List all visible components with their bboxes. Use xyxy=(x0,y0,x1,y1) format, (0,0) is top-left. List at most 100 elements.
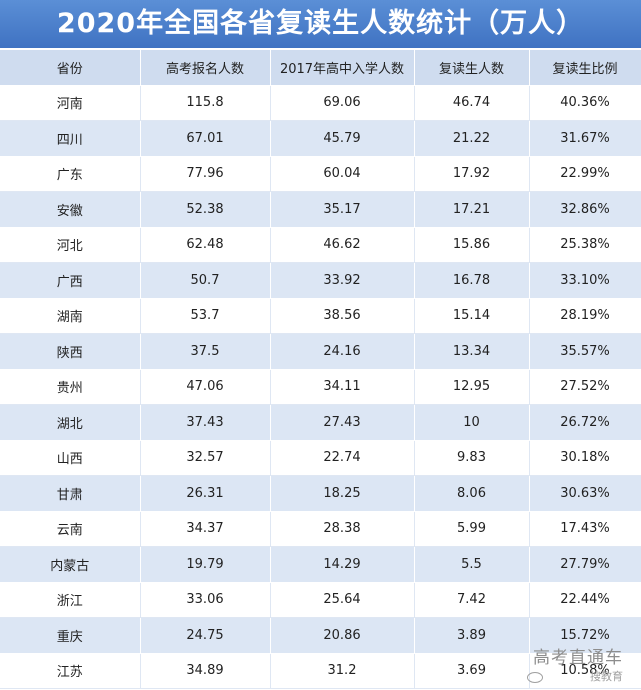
cell-2017-enrollment: 69.06 xyxy=(270,85,415,121)
cell-2017-enrollment: 18.25 xyxy=(270,475,415,512)
cell-applicants: 67.01 xyxy=(140,120,271,157)
data-table: 省份 高考报名人数 2017年高中入学人数 复读生人数 复读生比例 河南 115.… xyxy=(0,50,641,689)
cell-province: 贵州 xyxy=(0,369,141,405)
cell-2017-enrollment: 25.64 xyxy=(270,582,415,618)
page-title: 2020年全国各省复读生人数统计（万人） xyxy=(56,8,585,39)
table-row: 广西 50.7 33.92 16.78 33.10% xyxy=(0,262,641,299)
cell-repeater-ratio: 25.38% xyxy=(529,227,641,263)
cell-province: 甘肃 xyxy=(0,475,141,512)
cell-repeater-ratio: 28.19% xyxy=(529,298,641,334)
cell-2017-enrollment: 22.74 xyxy=(270,440,415,476)
cell-2017-enrollment: 24.16 xyxy=(270,333,415,370)
table-row: 陕西 37.5 24.16 13.34 35.57% xyxy=(0,333,641,370)
cell-repeater-ratio: 27.79% xyxy=(529,546,641,583)
cell-province: 山西 xyxy=(0,440,141,476)
cell-repeater-ratio: 30.63% xyxy=(529,475,641,512)
cell-applicants: 37.5 xyxy=(140,333,271,370)
cell-2017-enrollment: 34.11 xyxy=(270,369,415,405)
cell-applicants: 34.37 xyxy=(140,511,271,547)
cell-repeater-ratio: 31.67% xyxy=(529,120,641,157)
cell-applicants: 37.43 xyxy=(140,404,271,441)
title-bar: 2020年全国各省复读生人数统计（万人） xyxy=(0,0,641,48)
cell-repeater-ratio: 22.44% xyxy=(529,582,641,618)
table-row: 江苏 34.89 31.2 3.69 10.58% xyxy=(0,653,641,689)
cell-repeaters: 7.42 xyxy=(414,582,530,618)
cell-applicants: 50.7 xyxy=(140,262,271,299)
table-row: 安徽 52.38 35.17 17.21 32.86% xyxy=(0,191,641,228)
table-row: 内蒙古 19.79 14.29 5.5 27.79% xyxy=(0,546,641,583)
watermark-text: 高考直通车 xyxy=(533,648,623,668)
cell-repeaters: 5.99 xyxy=(414,511,530,547)
cell-province: 广西 xyxy=(0,262,141,299)
cell-repeater-ratio: 33.10% xyxy=(529,262,641,299)
watermark-sub: 搜教育 xyxy=(590,670,623,683)
cell-applicants: 19.79 xyxy=(140,546,271,583)
table-header-row: 省份 高考报名人数 2017年高中入学人数 复读生人数 复读生比例 xyxy=(0,50,641,86)
cell-repeaters: 13.34 xyxy=(414,333,530,370)
cell-province: 安徽 xyxy=(0,191,141,228)
cell-repeater-ratio: 27.52% xyxy=(529,369,641,405)
column-header-applicants: 高考报名人数 xyxy=(140,50,271,86)
cell-applicants: 26.31 xyxy=(140,475,271,512)
cell-2017-enrollment: 60.04 xyxy=(270,156,415,192)
cell-2017-enrollment: 31.2 xyxy=(270,653,415,689)
column-header-province: 省份 xyxy=(0,50,141,86)
cell-province: 陕西 xyxy=(0,333,141,370)
cell-repeater-ratio: 17.43% xyxy=(529,511,641,547)
cell-province: 浙江 xyxy=(0,582,141,618)
column-header-2017-enrollment: 2017年高中入学人数 xyxy=(270,50,415,86)
table-row: 河南 115.8 69.06 46.74 40.36% xyxy=(0,85,641,121)
cell-repeaters: 46.74 xyxy=(414,85,530,121)
cell-repeater-ratio: 32.86% xyxy=(529,191,641,228)
table-row: 山西 32.57 22.74 9.83 30.18% xyxy=(0,440,641,476)
column-header-repeaters: 复读生人数 xyxy=(414,50,530,86)
table-row: 广东 77.96 60.04 17.92 22.99% xyxy=(0,156,641,192)
table-row: 浙江 33.06 25.64 7.42 22.44% xyxy=(0,582,641,618)
cell-province: 内蒙古 xyxy=(0,546,141,583)
cell-province: 四川 xyxy=(0,120,141,157)
cell-applicants: 115.8 xyxy=(140,85,271,121)
cell-province: 湖南 xyxy=(0,298,141,334)
cell-applicants: 33.06 xyxy=(140,582,271,618)
cell-repeaters: 17.92 xyxy=(414,156,530,192)
cell-2017-enrollment: 35.17 xyxy=(270,191,415,228)
table-row: 甘肃 26.31 18.25 8.06 30.63% xyxy=(0,475,641,512)
cell-province: 广东 xyxy=(0,156,141,192)
cell-applicants: 52.38 xyxy=(140,191,271,228)
cell-2017-enrollment: 20.86 xyxy=(270,617,415,654)
cell-province: 河北 xyxy=(0,227,141,263)
cell-province: 湖北 xyxy=(0,404,141,441)
cell-applicants: 77.96 xyxy=(140,156,271,192)
cell-repeaters: 12.95 xyxy=(414,369,530,405)
cell-applicants: 62.48 xyxy=(140,227,271,263)
cell-2017-enrollment: 38.56 xyxy=(270,298,415,334)
cell-province: 云南 xyxy=(0,511,141,547)
table-row: 重庆 24.75 20.86 3.89 15.72% xyxy=(0,617,641,654)
cell-repeaters: 9.83 xyxy=(414,440,530,476)
cell-repeater-ratio: 40.36% xyxy=(529,85,641,121)
cell-province: 重庆 xyxy=(0,617,141,654)
cell-repeaters: 3.89 xyxy=(414,617,530,654)
cell-2017-enrollment: 45.79 xyxy=(270,120,415,157)
cell-repeater-ratio: 30.18% xyxy=(529,440,641,476)
table-row: 云南 34.37 28.38 5.99 17.43% xyxy=(0,511,641,547)
cell-2017-enrollment: 14.29 xyxy=(270,546,415,583)
cell-2017-enrollment: 28.38 xyxy=(270,511,415,547)
cell-repeaters: 5.5 xyxy=(414,546,530,583)
cell-repeaters: 16.78 xyxy=(414,262,530,299)
table-row: 河北 62.48 46.62 15.86 25.38% xyxy=(0,227,641,263)
cell-repeaters: 17.21 xyxy=(414,191,530,228)
cell-applicants: 24.75 xyxy=(140,617,271,654)
cell-repeaters: 15.86 xyxy=(414,227,530,263)
cell-repeater-ratio: 10.58% xyxy=(529,653,641,689)
cell-repeater-ratio: 22.99% xyxy=(529,156,641,192)
cell-repeaters: 10 xyxy=(414,404,530,441)
cell-applicants: 53.7 xyxy=(140,298,271,334)
cell-2017-enrollment: 33.92 xyxy=(270,262,415,299)
table-row: 湖北 37.43 27.43 10 26.72% xyxy=(0,404,641,441)
cell-2017-enrollment: 27.43 xyxy=(270,404,415,441)
cell-applicants: 47.06 xyxy=(140,369,271,405)
column-header-repeater-ratio: 复读生比例 xyxy=(529,50,641,86)
cell-repeaters: 3.69 xyxy=(414,653,530,689)
wechat-icon xyxy=(527,672,543,683)
